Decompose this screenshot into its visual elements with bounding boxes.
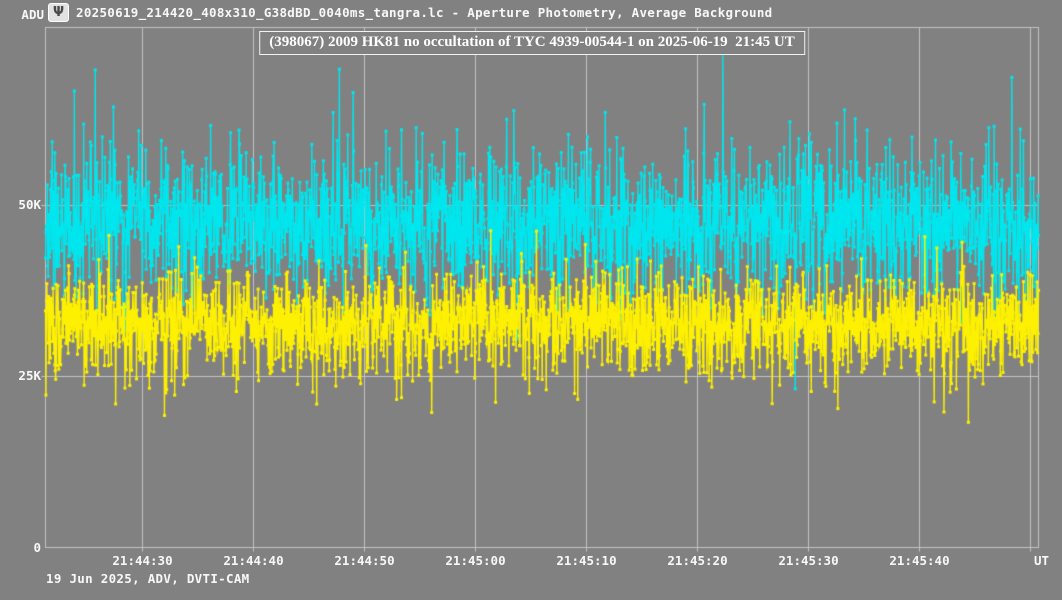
y-tick-label: 50K — [18, 197, 41, 212]
x-tick-label: 21:45:20 — [667, 553, 728, 568]
x-tick-label: 21:44:30 — [112, 553, 173, 568]
tangra-icon: Ψ — [48, 3, 69, 22]
x-tick-label: 21:45:30 — [778, 553, 839, 568]
footer-caption: 19 Jun 2025, ADV, DVTI-CAM — [46, 571, 250, 586]
x-tick-label: 21:45:10 — [556, 553, 617, 568]
x-tick-label: 21:44:50 — [334, 553, 395, 568]
x-axis-unit-label: UT — [1034, 553, 1050, 568]
observation-title-box: (398067) 2009 HK81 no occultation of TYC… — [259, 31, 805, 55]
y-axis-unit-label: ADU — [21, 7, 44, 22]
window-title: 20250619_214420_408x310_G38dBD_0040ms_ta… — [76, 5, 773, 20]
y-tick-label: 25K — [18, 368, 41, 383]
x-tick-label: 21:45:00 — [445, 553, 506, 568]
x-tick-label: 21:44:40 — [223, 553, 284, 568]
y-tick-label: 0 — [33, 540, 41, 555]
x-tick-label: 21:45:40 — [889, 553, 950, 568]
